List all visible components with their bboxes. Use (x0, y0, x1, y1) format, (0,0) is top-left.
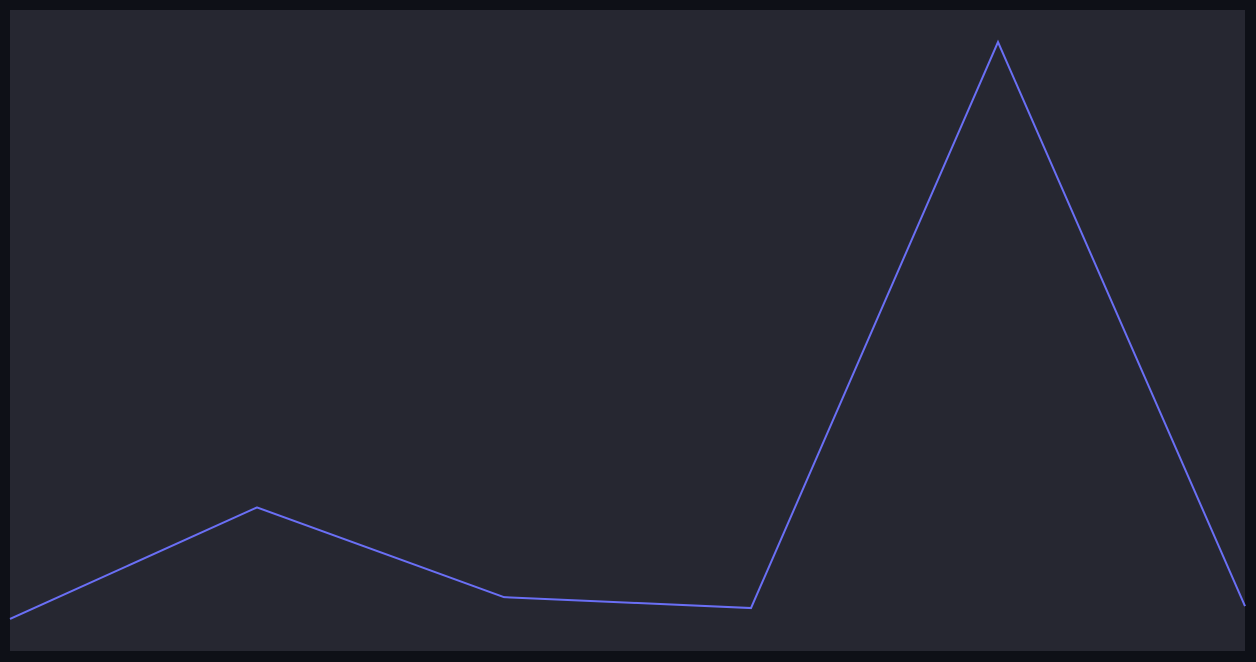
plot-area (10, 10, 1245, 651)
series-line-0 (9, 39, 1246, 620)
series-layer (9, 39, 1246, 620)
